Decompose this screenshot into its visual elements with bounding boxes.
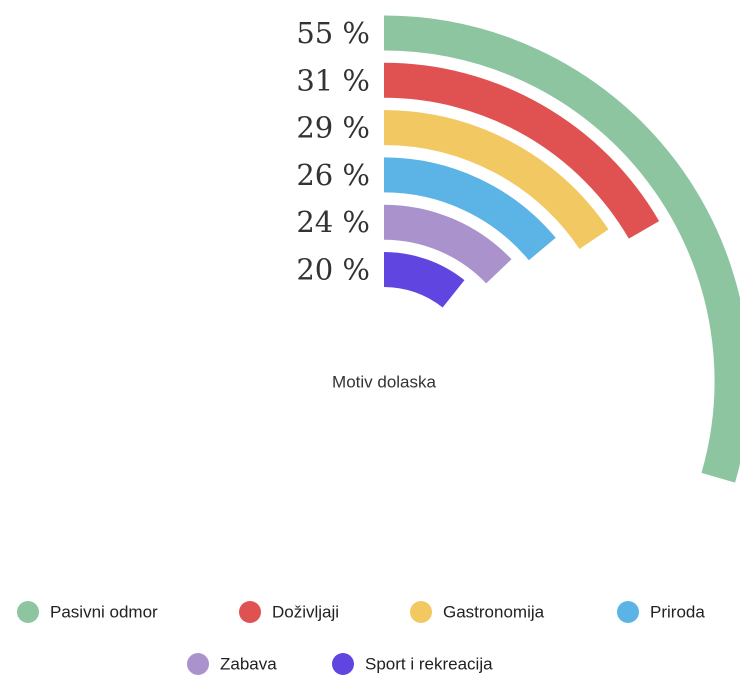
value-label: 31 % — [296, 63, 370, 97]
radial-bar — [383, 15, 740, 483]
legend-label: Doživljaji — [272, 602, 339, 621]
radial-bar — [383, 157, 556, 261]
value-label: 29 % — [296, 111, 370, 145]
chart-title: Motiv dolaska — [332, 372, 436, 391]
legend-swatch — [17, 601, 39, 623]
legend-label: Priroda — [650, 602, 705, 621]
legend-label: Pasivni odmor — [50, 602, 158, 621]
value-label: 26 % — [296, 158, 370, 192]
legend-label: Sport i rekreacija — [365, 654, 493, 673]
legend-swatch — [332, 653, 354, 675]
legend-swatch — [239, 601, 261, 623]
radial-bar — [383, 62, 660, 239]
legend-label: Gastronomija — [443, 602, 545, 621]
legend-swatch — [617, 601, 639, 623]
radial-bar — [383, 110, 609, 250]
legend-swatch — [410, 601, 432, 623]
value-label: 24 % — [296, 205, 370, 239]
value-label: 55 % — [296, 16, 370, 50]
legend-swatch — [187, 653, 209, 675]
radial-bar — [383, 204, 512, 284]
value-label: 20 % — [296, 253, 370, 287]
legend-label: Zabava — [220, 654, 277, 673]
radial-bar — [383, 252, 465, 308]
